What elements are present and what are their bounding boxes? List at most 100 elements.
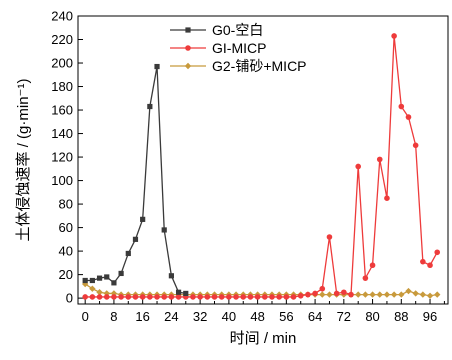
x-tick-label: 16 [135,309,149,324]
data-point [326,291,333,298]
legend-marker [184,62,192,70]
x-tick-label: 72 [337,309,351,324]
data-point [420,258,426,265]
series-line [85,35,438,298]
series-line [85,66,186,295]
data-point [183,290,189,297]
data-point [390,291,398,298]
data-point [82,277,88,284]
data-point [405,114,412,120]
data-point [161,227,167,233]
data-point [384,195,390,202]
data-point [89,285,96,292]
data-point [426,292,434,299]
legend-entry: GI-MICP [170,40,266,56]
data-point [154,63,160,70]
data-point [161,294,168,300]
data-point [168,273,174,279]
data-point [89,277,95,284]
data-point [412,142,419,149]
data-point [190,294,196,300]
x-tick-label: 24 [164,309,178,324]
x-tick-label: 48 [250,309,264,324]
legend-marker [185,45,191,51]
data-point [376,156,383,163]
data-point [383,291,391,298]
data-point [247,294,254,300]
x-tick-label: 56 [279,309,293,324]
data-point [427,262,433,269]
data-point [103,294,110,300]
data-point [398,103,405,110]
data-point [369,262,376,269]
data-point [412,290,419,297]
data-point [362,275,369,281]
data-point [297,292,304,299]
data-point [290,294,297,300]
y-tick-label: 160 [51,103,73,118]
legend-label: GI-MICP [212,40,266,56]
data-point [226,294,232,300]
y-tick-label: 100 [51,173,73,188]
series-square [82,63,189,297]
data-point [132,236,139,242]
x-axis-ticks: 0 8 16 24 32 40 48 56 64 72 80 88 96 [82,299,445,324]
data-point [362,291,369,298]
data-point [233,294,239,300]
data-point [405,287,412,295]
data-point [125,250,131,257]
data-point [283,294,290,300]
data-point [154,294,160,300]
y-axis-title: 土体侵蚀速率 / (g·min⁻¹) [15,79,32,242]
series-layer [81,33,441,300]
data-point [168,294,175,300]
legend: G0-空白 GI-MICP G2-铺砂+MICP [170,22,307,74]
data-point [355,163,361,170]
data-point [147,103,153,110]
data-point [333,290,340,297]
data-point [175,294,182,300]
data-point [326,234,333,240]
data-point [261,294,268,300]
series-circle [82,33,441,300]
data-point [96,275,103,281]
data-point [197,294,203,300]
data-point [434,249,441,256]
data-point [132,294,139,300]
legend-entry: G0-空白 [170,22,263,38]
data-point [348,291,354,298]
x-tick-label: 80 [365,309,379,324]
plot-frame [77,15,449,305]
y-tick-label: 120 [51,150,73,165]
data-point [147,294,153,300]
y-tick-label: 80 [59,197,73,212]
data-point [125,294,132,300]
y-tick-label: 40 [59,244,73,259]
data-point [341,289,347,296]
data-point [211,294,218,300]
x-tick-label: 64 [308,309,322,324]
data-point [376,291,383,298]
data-point [204,294,211,300]
x-tick-label: 96 [423,309,437,324]
y-axis-ticks: 0 20 40 60 80 100 120 140 160 180 200 220 240 [51,9,83,306]
data-point [140,216,146,222]
y-tick-label: 140 [51,126,73,141]
data-point [139,294,146,300]
data-point [319,291,326,298]
x-tick-label: 40 [222,309,236,324]
legend-label: G2-铺砂+MICP [212,58,307,74]
data-point [104,274,110,280]
y-tick-label: 60 [59,220,73,235]
data-point [269,294,275,300]
data-point [240,294,247,300]
y-tick-label: 180 [51,79,73,94]
data-point [82,294,88,300]
x-axis-title: 时间 / min [230,330,297,347]
data-point [398,291,405,298]
data-point [434,291,441,298]
y-tick-label: 200 [51,56,73,71]
data-point [111,280,117,286]
